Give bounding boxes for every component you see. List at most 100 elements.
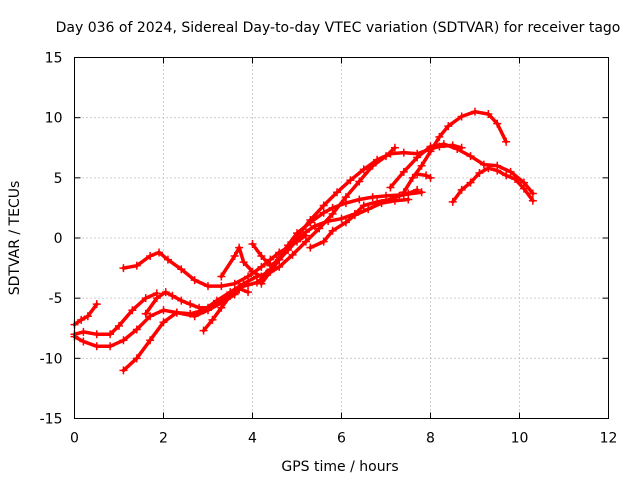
data-point	[230, 279, 239, 288]
data-point	[408, 173, 417, 182]
y-tick-label: -10	[40, 351, 63, 367]
y-tick-label: 5	[54, 171, 63, 187]
data-point	[386, 149, 395, 158]
data-point	[186, 300, 195, 309]
data-point	[132, 325, 141, 334]
data-point	[475, 169, 484, 178]
data-point	[399, 188, 408, 197]
data-point	[390, 196, 399, 205]
data-point	[92, 300, 101, 309]
ticks: 0 2 4 6 8 10 12 -15 -10 -5 0 5 10 15	[40, 51, 618, 447]
data-point	[204, 303, 212, 312]
data-point	[106, 342, 115, 351]
data-point	[161, 288, 170, 297]
x-tick-label: 6	[337, 431, 346, 447]
data-point	[341, 218, 350, 227]
series-arc-10	[248, 185, 422, 270]
data-point	[239, 258, 248, 267]
series-arc-12	[399, 107, 511, 197]
data-point	[288, 250, 297, 259]
data-point	[204, 282, 212, 291]
data-point	[177, 265, 186, 274]
data-point	[493, 119, 502, 128]
data-point	[310, 221, 319, 230]
data-point	[252, 278, 261, 287]
data-point	[399, 148, 408, 157]
data-point	[502, 171, 511, 180]
series-layer	[70, 107, 537, 375]
data-point	[368, 193, 377, 202]
data-point	[132, 354, 141, 363]
series-line	[259, 143, 464, 286]
data-point	[119, 366, 128, 375]
x-tick-label: 12	[600, 431, 618, 447]
data-point	[128, 306, 137, 315]
data-point	[386, 183, 395, 192]
data-point	[92, 330, 101, 339]
data-point	[413, 185, 422, 194]
data-point	[359, 201, 368, 210]
series-line	[72, 302, 99, 327]
x-tick-label: 2	[159, 431, 168, 447]
y-tick-label: 0	[54, 231, 63, 247]
data-point	[493, 166, 502, 175]
series-arc-13	[386, 140, 537, 198]
data-point	[341, 199, 350, 208]
data-point	[466, 152, 475, 161]
data-point	[275, 255, 284, 264]
data-point	[417, 188, 426, 197]
data-point	[119, 264, 128, 273]
data-point	[217, 272, 226, 281]
x-tick-label: 0	[70, 431, 79, 447]
data-point	[163, 255, 172, 264]
data-point	[328, 226, 337, 235]
data-point	[306, 215, 315, 224]
data-point	[79, 337, 88, 346]
data-point	[417, 161, 426, 170]
series-arc-15	[448, 164, 537, 206]
data-point	[301, 237, 310, 246]
data-point	[426, 173, 435, 182]
data-point	[248, 240, 257, 249]
data-point	[79, 327, 88, 336]
y-tick-label: -5	[49, 291, 63, 307]
data-point	[484, 110, 493, 119]
data-point	[284, 246, 293, 255]
data-point	[146, 336, 155, 345]
data-point	[168, 291, 177, 300]
data-point	[319, 208, 328, 217]
data-point	[439, 140, 448, 149]
data-point	[208, 315, 217, 324]
data-point	[448, 197, 457, 206]
data-point	[373, 155, 382, 164]
data-point	[195, 303, 204, 312]
series-arc-5	[119, 231, 310, 291]
series-arc-7	[141, 284, 253, 318]
data-point	[355, 195, 364, 204]
data-point	[266, 261, 275, 270]
data-point	[328, 203, 337, 212]
data-point	[528, 196, 537, 205]
y-tick-label: -15	[40, 412, 63, 428]
data-point	[115, 321, 123, 330]
x-tick-label: 4	[248, 431, 257, 447]
data-point	[306, 243, 315, 252]
data-point	[319, 201, 328, 210]
series-arc-11	[306, 195, 413, 252]
grid	[74, 57, 609, 419]
series-arc-9	[257, 141, 466, 288]
data-point	[172, 308, 181, 317]
series-line	[451, 166, 535, 204]
y-tick-label: 10	[45, 111, 63, 127]
data-point	[301, 227, 310, 236]
data-point	[235, 284, 244, 293]
data-point	[226, 289, 235, 298]
data-point	[293, 236, 301, 245]
y-tick-label: 15	[45, 51, 63, 67]
data-point	[435, 132, 444, 141]
data-point	[257, 262, 266, 271]
data-point	[257, 252, 266, 261]
data-point	[519, 184, 528, 193]
data-point	[484, 164, 493, 173]
